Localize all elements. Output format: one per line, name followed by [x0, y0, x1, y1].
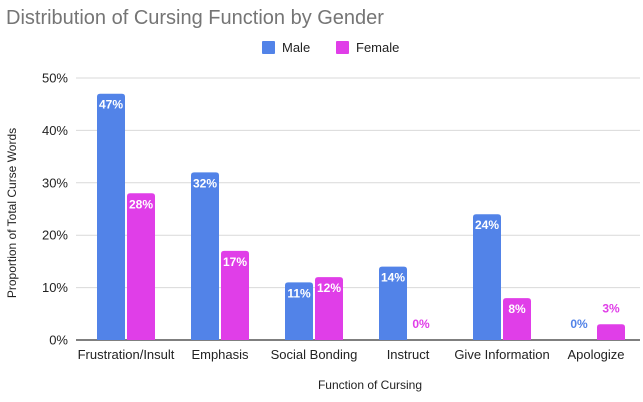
data-label-male: 11%	[287, 286, 311, 300]
bar-female	[315, 277, 343, 340]
bar-male	[191, 172, 219, 340]
gridlines	[76, 77, 640, 341]
bar-male	[97, 93, 125, 340]
y-tick-label: 50%	[42, 71, 68, 86]
x-axis-ticks: Frustration/Insult Emphasis Social Bonding…	[78, 347, 625, 362]
legend-swatch-male	[262, 41, 275, 54]
bar-female	[597, 324, 625, 340]
y-tick-label: 40%	[42, 123, 68, 138]
y-tick-label: 0%	[49, 333, 68, 348]
y-axis-title: Proportion of Total Curse Words	[5, 128, 19, 298]
data-label-female: 17%	[223, 255, 247, 269]
x-tick-label: Frustration/Insult	[78, 347, 175, 362]
y-axis-ticks: 0% 10% 20% 30% 40% 50%	[42, 71, 68, 348]
x-tick-label: Apologize	[567, 347, 624, 362]
data-label-female: 8%	[508, 302, 526, 316]
data-label-male: 14%	[381, 271, 405, 285]
data-labels: 47% 28% 32% 17% 11% 12% 14% 0% 24% 8% 0% 3%	[99, 98, 620, 331]
y-tick-label: 30%	[42, 175, 68, 190]
legend-swatch-female	[336, 41, 349, 54]
legend-label-female: Female	[356, 40, 399, 55]
x-tick-label: Give Information	[454, 347, 549, 362]
bar-male	[285, 282, 313, 340]
data-label-female: 28%	[129, 197, 153, 211]
data-label-male: 32%	[193, 176, 217, 190]
bar-female	[127, 193, 155, 340]
data-label-female: 12%	[317, 281, 341, 295]
data-label-female: 3%	[602, 301, 620, 315]
data-label-male: 47%	[99, 98, 123, 112]
x-tick-label: Social Bonding	[271, 347, 358, 362]
bar-male	[379, 266, 407, 340]
chart-title: Distribution of Cursing Function by Gend…	[6, 7, 384, 29]
x-tick-label: Emphasis	[191, 347, 249, 362]
x-tick-label: Instruct	[387, 347, 430, 362]
y-tick-label: 10%	[42, 280, 68, 295]
bar-female	[221, 250, 249, 340]
legend-label-male: Male	[282, 40, 310, 55]
bar-male	[473, 214, 501, 340]
data-label-female: 0%	[412, 317, 430, 331]
data-label-male: 0%	[570, 317, 588, 331]
bar-female	[503, 298, 531, 340]
x-axis-title: Function of Cursing	[318, 378, 422, 392]
y-tick-label: 20%	[42, 228, 68, 243]
data-label-male: 24%	[475, 218, 499, 232]
bars	[97, 93, 625, 340]
legend: Male Female	[262, 40, 399, 55]
